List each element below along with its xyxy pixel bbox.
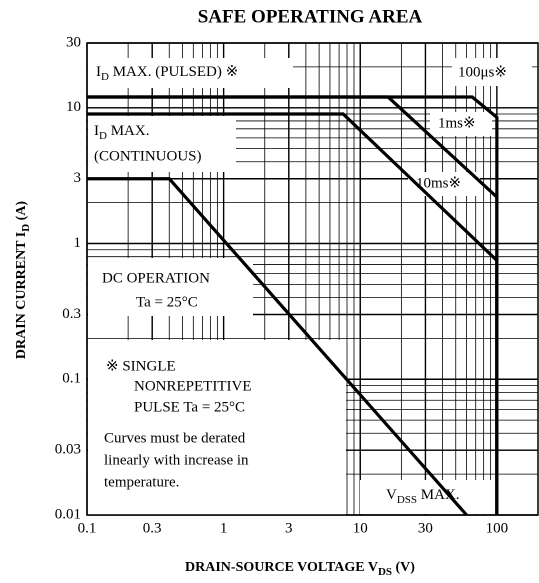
label-box: [88, 340, 346, 515]
y-tick-label: 0.1: [62, 371, 81, 387]
label-box: [360, 480, 496, 514]
annotation: ID MAX.: [94, 123, 149, 141]
y-tick-label: 3: [74, 170, 82, 186]
x-tick-label: 0.3: [143, 520, 162, 536]
x-tick-label: 1: [220, 520, 228, 536]
annotation: Ta = 25°C: [136, 294, 198, 310]
annotation: NONREPETITIVE: [134, 378, 251, 394]
soa-curve: [87, 177, 468, 517]
plot: ID MAX. (PULSED) ※ 100μs※ 1ms※ ID MAX. (…: [86, 42, 539, 517]
annotation: ID MAX. (PULSED) ※: [96, 64, 238, 82]
annotation: ※ SINGLE: [106, 358, 176, 374]
soa-curve: [87, 112, 499, 515]
x-tick-label: 10: [353, 520, 368, 536]
x-tick-label: 3: [285, 520, 293, 536]
x-tick-label: 30: [418, 520, 433, 536]
annotation: (CONTINUOUS): [94, 148, 202, 164]
x-tick-label: 100: [486, 520, 509, 536]
y-tick-label: 10: [66, 99, 81, 115]
y-tick-label: 1: [74, 235, 82, 251]
annotation: Curves must be derated: [104, 430, 246, 446]
annotation: VDSS MAX.: [386, 487, 460, 505]
annotation: PULSE Ta = 25°C: [134, 399, 245, 415]
plot-frame: [86, 42, 539, 516]
annotation: linearly with increase in: [104, 452, 249, 468]
annotations: ID MAX. (PULSED) ※ 100μs※ 1ms※ ID MAX. (…: [94, 64, 507, 505]
chart-title: SAFE OPERATING AREA: [198, 6, 423, 27]
x-tick-label: 0.1: [78, 520, 97, 536]
annotation: 100μs※: [458, 64, 507, 80]
y-tick-label: 0.03: [55, 442, 81, 458]
label-box: [408, 172, 480, 196]
label-box: [88, 58, 293, 88]
y-tick-label: 0.01: [55, 506, 81, 522]
annotation: DC OPERATION: [102, 270, 210, 286]
x-axis-label: DRAIN-SOURCE VOLTAGE VDS (V): [185, 560, 415, 577]
label-box: [452, 58, 532, 86]
label-box: [430, 112, 492, 136]
annotation: 10ms※: [416, 175, 461, 191]
y-axis-label: DRAIN CURRENT ID (A): [14, 201, 31, 360]
y-tick-label: 30: [66, 34, 81, 50]
annotation: temperature.: [104, 474, 179, 490]
annotation: 1ms※: [438, 115, 476, 131]
label-box: [88, 258, 253, 316]
label-box: [88, 116, 236, 172]
y-tick-label: 0.3: [62, 306, 81, 322]
